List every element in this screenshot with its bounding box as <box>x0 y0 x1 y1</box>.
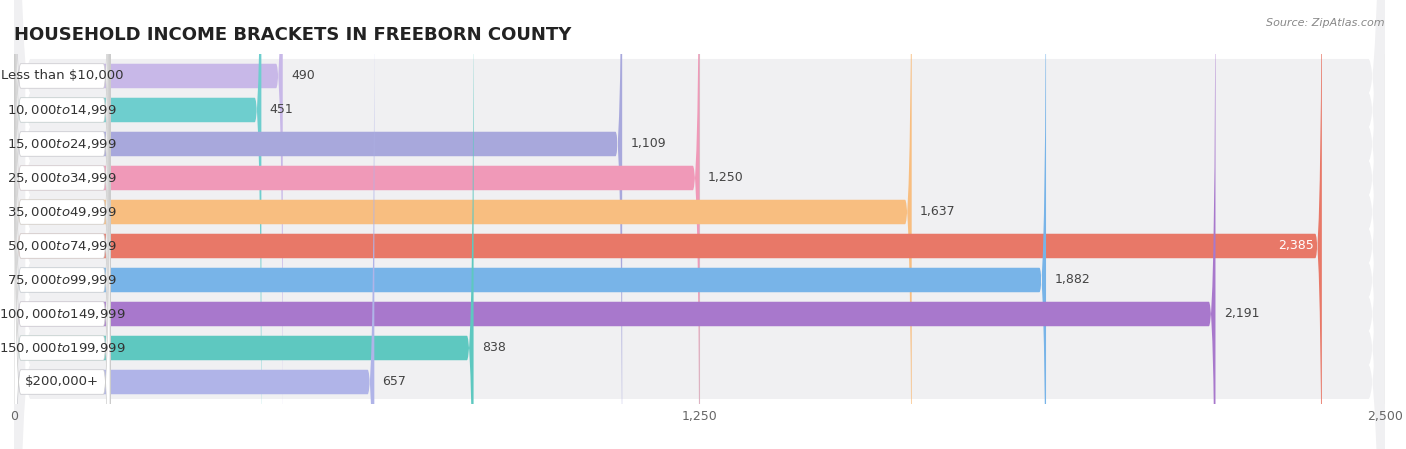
FancyBboxPatch shape <box>14 0 374 449</box>
FancyBboxPatch shape <box>14 0 110 449</box>
Text: 1,109: 1,109 <box>630 137 666 150</box>
FancyBboxPatch shape <box>14 0 1385 449</box>
FancyBboxPatch shape <box>14 0 110 449</box>
FancyBboxPatch shape <box>14 0 1385 449</box>
FancyBboxPatch shape <box>14 0 262 449</box>
Text: $75,000 to $99,999: $75,000 to $99,999 <box>7 273 117 287</box>
Text: Less than $10,000: Less than $10,000 <box>1 70 124 83</box>
Text: 838: 838 <box>482 342 506 355</box>
Text: $150,000 to $199,999: $150,000 to $199,999 <box>0 341 125 355</box>
FancyBboxPatch shape <box>14 0 110 449</box>
FancyBboxPatch shape <box>14 0 283 449</box>
FancyBboxPatch shape <box>14 0 110 449</box>
Text: 1,882: 1,882 <box>1054 273 1090 286</box>
FancyBboxPatch shape <box>14 0 1385 449</box>
Text: Source: ZipAtlas.com: Source: ZipAtlas.com <box>1267 18 1385 28</box>
FancyBboxPatch shape <box>14 0 110 449</box>
Text: $100,000 to $149,999: $100,000 to $149,999 <box>0 307 125 321</box>
FancyBboxPatch shape <box>14 0 110 449</box>
FancyBboxPatch shape <box>14 0 110 449</box>
Text: 2,191: 2,191 <box>1223 308 1260 321</box>
Text: 2,385: 2,385 <box>1278 239 1313 252</box>
Text: $200,000+: $200,000+ <box>25 375 98 388</box>
FancyBboxPatch shape <box>14 0 1215 449</box>
FancyBboxPatch shape <box>14 0 110 449</box>
FancyBboxPatch shape <box>14 0 911 449</box>
FancyBboxPatch shape <box>14 0 1385 449</box>
Text: 451: 451 <box>270 103 294 116</box>
Text: 657: 657 <box>382 375 406 388</box>
FancyBboxPatch shape <box>14 0 1385 449</box>
Text: HOUSEHOLD INCOME BRACKETS IN FREEBORN COUNTY: HOUSEHOLD INCOME BRACKETS IN FREEBORN CO… <box>14 26 571 44</box>
FancyBboxPatch shape <box>14 0 1385 449</box>
Text: $35,000 to $49,999: $35,000 to $49,999 <box>7 205 117 219</box>
Text: 490: 490 <box>291 70 315 83</box>
FancyBboxPatch shape <box>14 0 474 449</box>
FancyBboxPatch shape <box>14 0 1385 449</box>
Text: $15,000 to $24,999: $15,000 to $24,999 <box>7 137 117 151</box>
FancyBboxPatch shape <box>14 0 1385 449</box>
Text: $25,000 to $34,999: $25,000 to $34,999 <box>7 171 117 185</box>
Text: 1,250: 1,250 <box>707 172 744 185</box>
FancyBboxPatch shape <box>14 0 1322 449</box>
Text: $10,000 to $14,999: $10,000 to $14,999 <box>7 103 117 117</box>
FancyBboxPatch shape <box>14 0 110 449</box>
Text: $50,000 to $74,999: $50,000 to $74,999 <box>7 239 117 253</box>
FancyBboxPatch shape <box>14 0 1385 449</box>
FancyBboxPatch shape <box>14 0 1046 449</box>
Text: 1,637: 1,637 <box>920 206 956 219</box>
FancyBboxPatch shape <box>14 0 110 449</box>
FancyBboxPatch shape <box>14 0 700 449</box>
FancyBboxPatch shape <box>14 0 1385 449</box>
FancyBboxPatch shape <box>14 0 623 449</box>
